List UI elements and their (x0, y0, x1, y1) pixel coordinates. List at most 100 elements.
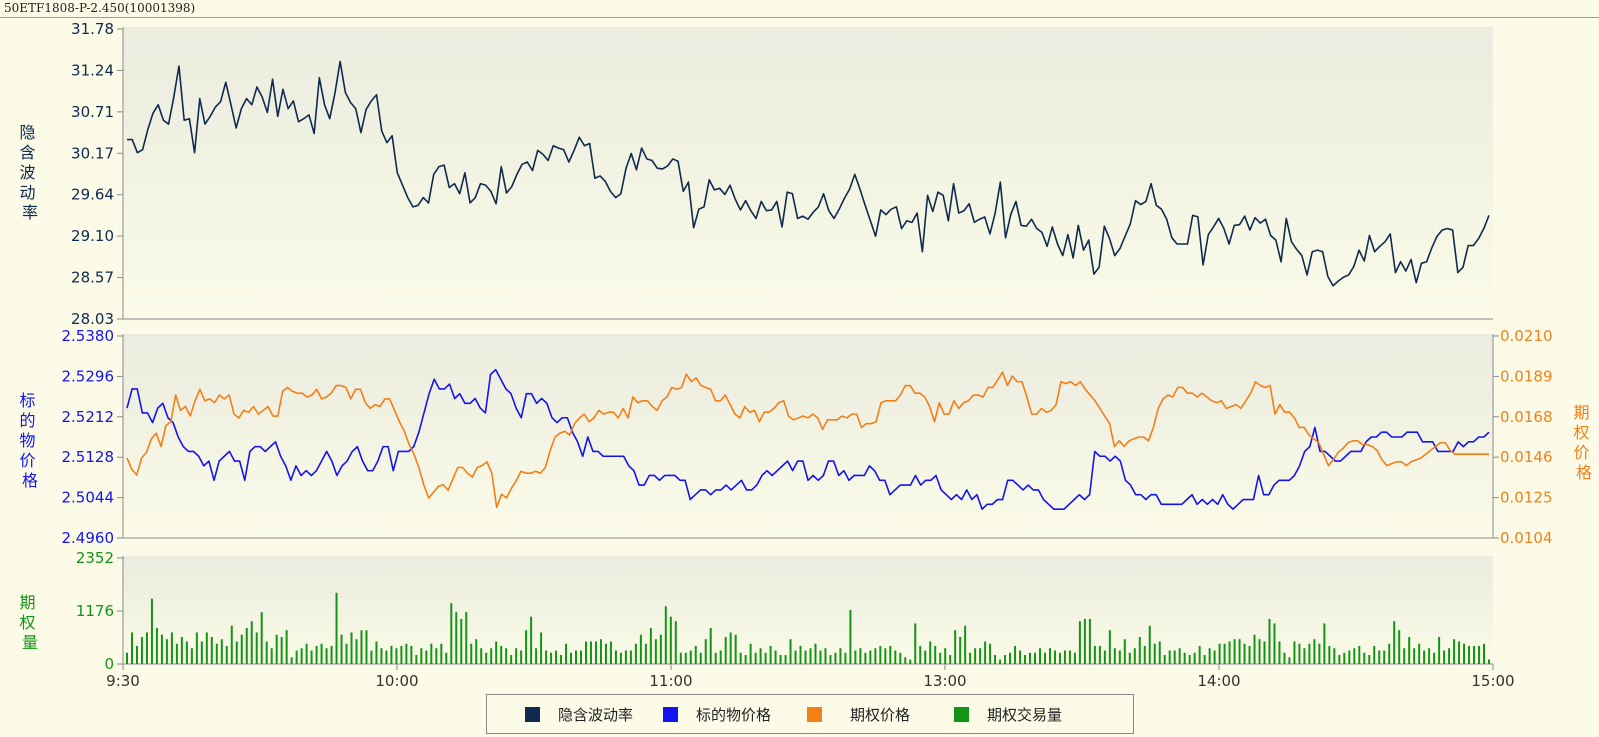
window-title: 50ETF1808-P-2.450(10001398) (0, 0, 1599, 18)
volume-bar (405, 643, 408, 664)
volume-bar (589, 641, 592, 664)
volume-bar (1438, 636, 1441, 664)
volume-bar (879, 645, 882, 664)
volume-bar (1188, 654, 1191, 664)
volume-bar (1073, 652, 1076, 664)
volume-bar (480, 648, 483, 664)
volume-bar (495, 641, 498, 664)
volume-bar (1158, 641, 1161, 664)
volume-bar (1148, 625, 1151, 664)
volume-bar (609, 641, 612, 664)
volume-bar (594, 641, 597, 664)
volume-bar (599, 639, 602, 664)
volume-bar (739, 652, 742, 664)
volume-bar (994, 654, 997, 664)
volume-bar (1058, 652, 1061, 664)
volume-bar (979, 648, 982, 664)
volume-bar (1078, 621, 1081, 664)
volume-bar (435, 648, 438, 664)
volume-panel-bg (123, 556, 1493, 664)
volume-bar (1378, 650, 1381, 664)
underlying-ylabel-char: 标 (19, 391, 35, 410)
volume-bar (430, 643, 433, 664)
underlying-ylabel: 标 的 物 价 格 (19, 391, 40, 490)
volume-bar (1408, 636, 1411, 664)
volume-bar (949, 654, 952, 664)
volume-ylabel-char: 权 (19, 613, 35, 632)
volume-bar (899, 652, 902, 664)
volume-bar (1363, 652, 1366, 664)
volume-bar (774, 650, 777, 664)
volume-bar (964, 625, 967, 664)
volume-bar (520, 650, 523, 664)
volume-bar (450, 603, 453, 664)
volume-bar (515, 648, 518, 664)
volume-bar (1208, 648, 1211, 664)
volume-bar (1453, 639, 1456, 664)
volume-bar (395, 648, 398, 664)
volume-bar (1193, 652, 1196, 664)
volume-bar (1273, 623, 1276, 664)
iv-ylabel-char: 隐 (19, 123, 35, 142)
option-price-ytick-label: 0.0210 (1500, 327, 1553, 345)
volume-bar (1458, 641, 1461, 664)
volume-bar (954, 630, 957, 664)
volume-bar (1178, 648, 1181, 664)
volume-bar (300, 648, 303, 664)
underlying-ytick-label: 2.5128 (62, 448, 115, 466)
volume-bar (1029, 652, 1032, 664)
volume-bar (1168, 650, 1171, 664)
volume-bar (225, 645, 228, 664)
volume-ytick-label: 2352 (76, 549, 114, 567)
volume-bar (540, 632, 543, 664)
volume-bar (754, 652, 757, 664)
time-tick-label: 10:00 (375, 672, 418, 690)
volume-bar (280, 636, 283, 664)
volume-bar (724, 636, 727, 664)
volume-bar (1393, 621, 1396, 664)
volume-bar (1019, 650, 1022, 664)
volume-bar (580, 650, 582, 664)
legend-label-underlying: 标的物价格 (696, 705, 772, 724)
chart-marks: 31.78 31.24 30.71 30.17 29.64 29.10 28.57 28.03… (62, 20, 1553, 690)
volume-bar (360, 630, 363, 664)
volume-bar (575, 650, 578, 664)
volume-bar (140, 636, 143, 664)
volume-bar (200, 641, 203, 664)
legend: 隐含波动率 标的物价格 期权价格 期权交易量 (486, 694, 1134, 734)
volume-bar (335, 592, 338, 664)
volume-ytick-label: 0 (104, 655, 114, 673)
volume-bar (505, 648, 508, 664)
volume-bar (749, 643, 752, 664)
volume-bar (1253, 634, 1256, 664)
volume-bar (460, 618, 463, 664)
volume-bar (884, 648, 887, 664)
volume-bar (370, 650, 373, 664)
volume-bar (445, 652, 448, 664)
volume-bar (1288, 657, 1291, 664)
iv-ytick-label: 30.17 (71, 144, 114, 162)
volume-bar (819, 650, 822, 664)
volume-bar (315, 645, 318, 664)
time-tick-label: 14:00 (1197, 672, 1240, 690)
volume-bar (1443, 650, 1446, 664)
volume-bar (1143, 645, 1146, 664)
legend-item-iv: 隐含波动率 (525, 695, 633, 733)
volume-bar (320, 643, 323, 664)
iv-panel-bg (123, 27, 1493, 319)
volume-bar (734, 634, 737, 664)
underlying-ylabel-char: 的 (19, 411, 35, 430)
iv-series-line (127, 60, 1490, 287)
volume-bar (894, 650, 897, 664)
volume-bar (380, 648, 383, 664)
volume-bar (1043, 652, 1046, 664)
volume-bar (1014, 645, 1017, 664)
volume-bar (1463, 643, 1466, 664)
volume-bar (1238, 639, 1241, 664)
volume-bar (759, 648, 762, 664)
volume-bar (220, 639, 223, 664)
volume-bar (1348, 650, 1351, 664)
volume-bar (1173, 650, 1176, 664)
volume-bar (784, 654, 787, 664)
